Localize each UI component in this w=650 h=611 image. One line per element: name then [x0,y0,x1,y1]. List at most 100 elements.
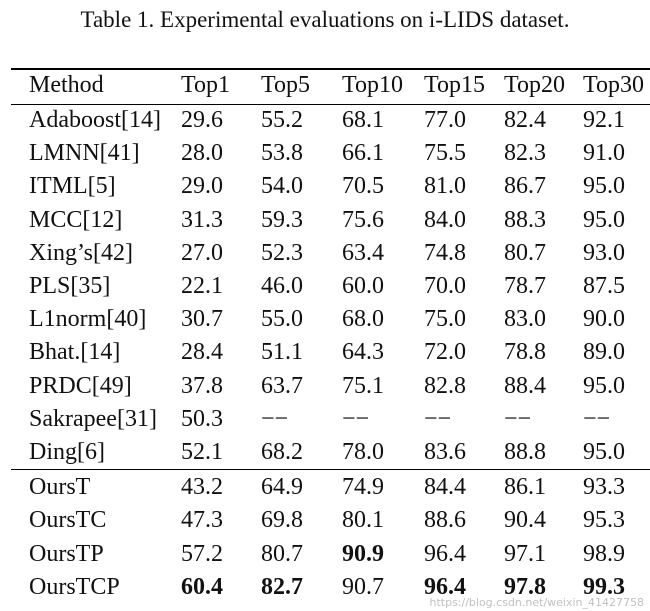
table-row: Xing’s[42] 27.0 52.3 63.4 74.8 80.7 93.0 [0,237,650,270]
score-cell: 75.1 [342,372,384,399]
score-cell: 29.6 [181,107,223,133]
score-cell: 68.0 [342,306,384,333]
score-cell: 95.0 [583,206,625,233]
score-cell: −− [504,405,532,432]
table-caption: Table 1. Experimental evaluations on i-L… [80,7,570,32]
score-cell: 78.0 [342,439,384,465]
watermark: https://blog.csdn.net/weixin_41427758 [429,596,644,609]
table-row: LMNN[41] 28.0 53.8 66.1 75.5 82.3 91.0 [0,137,650,170]
score-cell: 81.0 [424,173,466,200]
score-cell: 97.1 [504,540,546,567]
score-cell: 60.4 [181,573,223,600]
score-cell: 50.3 [181,405,223,432]
score-cell: 43.2 [181,474,223,501]
score-cell: 74.8 [424,239,466,266]
score-cell: 82.8 [424,372,466,399]
score-cell: 28.4 [181,339,223,366]
score-cell: 69.8 [261,507,303,534]
method-name-cell: OursT [29,474,91,501]
score-cell: −− [261,405,289,432]
score-cell: 90.0 [583,306,625,333]
score-cell: 22.1 [181,273,223,299]
score-cell: 97.8 [504,573,546,600]
table-row: MCC[12] 31.3 59.3 75.6 84.0 88.3 95.0 [0,204,650,237]
top-rule [11,68,650,70]
score-cell: 77.0 [424,107,466,133]
method-name-cell: Sakrapee[31] [29,405,157,432]
header-cell-method: Method [29,72,104,98]
score-cell: 86.1 [504,474,546,501]
score-cell: 84.0 [424,206,466,233]
score-cell: 75.0 [424,306,466,333]
score-cell: 91.0 [583,140,625,167]
score-cell: 80.7 [261,540,303,567]
score-cell: 66.1 [342,140,384,167]
score-cell: 82.7 [261,573,303,600]
score-cell: 95.3 [583,507,625,534]
score-cell: 80.1 [342,507,384,534]
score-cell: 64.9 [261,474,303,501]
score-cell: 47.3 [181,507,223,534]
score-cell: 74.9 [342,474,384,501]
score-cell: 87.5 [583,273,625,299]
method-name-cell: Adaboost[14] [29,107,161,133]
table-row: Sakrapee[31] 50.3 −− −− −− −− −− [0,403,650,436]
score-cell: 46.0 [261,273,303,299]
method-name-cell: Bhat.[14] [29,339,121,366]
score-cell: 78.7 [504,273,546,299]
score-cell: 88.6 [424,507,466,534]
table-row: ITML[5] 29.0 54.0 70.5 81.0 86.7 95.0 [0,170,650,203]
table-row: Ding[6] 52.1 68.2 78.0 83.6 88.8 95.0 [0,436,650,469]
score-cell: 63.7 [261,372,303,399]
score-cell: 37.8 [181,372,223,399]
score-cell: 90.7 [342,573,384,600]
score-cell: 83.6 [424,439,466,465]
table-row: Bhat.[14] 28.4 51.1 64.3 72.0 78.8 89.0 [0,336,650,369]
score-cell: 27.0 [181,239,223,266]
score-cell: 31.3 [181,206,223,233]
method-name-cell: MCC[12] [29,206,123,233]
score-cell: 98.9 [583,540,625,567]
score-cell: 95.0 [583,173,625,200]
score-cell: 55.2 [261,107,303,133]
score-cell: 60.0 [342,273,384,299]
score-cell: 68.2 [261,439,303,465]
score-cell: 84.4 [424,474,466,501]
group-separator-rule [11,469,650,470]
method-name-cell: OursTCP [29,573,120,600]
score-cell: 89.0 [583,339,625,366]
score-cell: 90.4 [504,507,546,534]
score-cell: 93.0 [583,239,625,266]
score-cell: −− [424,405,452,432]
method-name-cell: LMNN[41] [29,140,140,167]
score-cell: 80.7 [504,239,546,266]
header-cell-top1: Top1 [181,72,230,98]
score-cell: 57.2 [181,540,223,567]
score-cell: 52.3 [261,239,303,266]
score-cell: 55.0 [261,306,303,333]
score-cell: 51.1 [261,339,303,366]
score-cell: 54.0 [261,173,303,200]
score-cell: 53.8 [261,140,303,167]
table-row: PRDC[49] 37.8 63.7 75.1 82.8 88.4 95.0 [0,370,650,403]
score-cell: 72.0 [424,339,466,366]
score-cell: 99.3 [583,573,625,600]
score-cell: 96.4 [424,540,466,567]
score-cell: 88.4 [504,372,546,399]
score-cell: 82.3 [504,140,546,167]
score-cell: 70.0 [424,273,466,299]
table-row: OursTCP 60.4 82.7 90.7 96.4 97.8 99.3 [0,571,650,604]
score-cell: 75.5 [424,140,466,167]
score-cell: 64.3 [342,339,384,366]
header-cell-top5: Top5 [261,72,310,98]
method-name-cell: OursTC [29,507,107,534]
table-row: PLS[35] 22.1 46.0 60.0 70.0 78.7 87.5 [0,270,650,303]
table-row: L1norm[40] 30.7 55.0 68.0 75.0 83.0 90.0 [0,303,650,336]
table-row: OursT 43.2 64.9 74.9 84.4 86.1 93.3 [0,471,650,504]
table-row: OursTP 57.2 80.7 90.9 96.4 97.1 98.9 [0,538,650,571]
method-name-cell: ITML[5] [29,173,116,200]
score-cell: 75.6 [342,206,384,233]
score-cell: 88.8 [504,439,546,465]
score-cell: 30.7 [181,306,223,333]
method-name-cell: L1norm[40] [29,306,147,333]
